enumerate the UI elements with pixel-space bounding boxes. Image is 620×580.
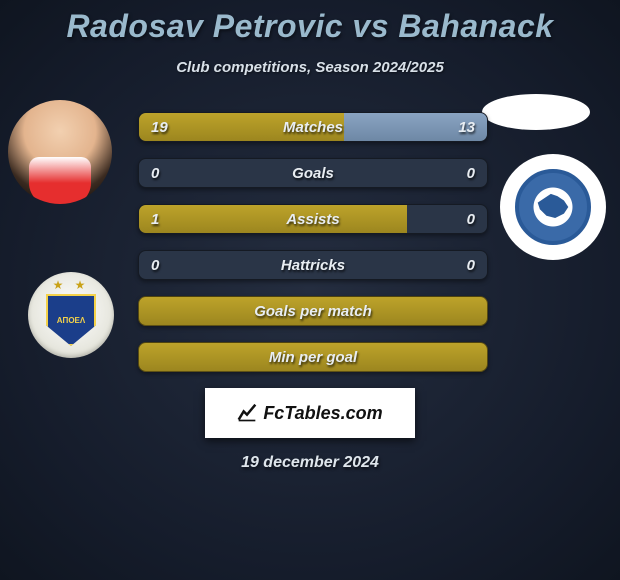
date-text: 19 december 2024: [0, 454, 620, 472]
stat-row: 10Assists: [138, 204, 488, 234]
stat-row: Goals per match: [138, 296, 488, 326]
brand-text: FcTables.com: [263, 403, 382, 424]
stat-label: Goals per match: [139, 297, 487, 325]
club-badge-left-shield: ΑΠΟΕΛ: [46, 294, 96, 346]
brand-chart-icon: [237, 403, 257, 423]
stat-row: 1913Matches: [138, 112, 488, 142]
stat-label: Matches: [139, 113, 487, 141]
stat-label: Hattricks: [139, 251, 487, 279]
stat-label: Goals: [139, 159, 487, 187]
club-badge-left: ΑΠΟΕΛ: [28, 272, 114, 358]
subtitle: Club competitions, Season 2024/2025: [0, 59, 620, 76]
player-left-face: [8, 100, 112, 204]
player-right-placeholder: [482, 94, 590, 130]
page-title: Radosav Petrovic vs Bahanack: [0, 0, 620, 45]
stat-label: Min per goal: [139, 343, 487, 371]
player-right-avatar: [482, 94, 590, 130]
player-left-avatar: [8, 100, 112, 204]
club-badge-right-inner: [515, 169, 591, 245]
brand-box: FcTables.com: [205, 388, 415, 438]
club-badge-right: [500, 154, 606, 260]
stat-bars: 1913Matches 00Goals 10Assists 00Hattricks Go…: [138, 112, 488, 388]
stat-label: Assists: [139, 205, 487, 233]
stat-row: 00Hattricks: [138, 250, 488, 280]
stat-row: 00Goals: [138, 158, 488, 188]
stat-row: Min per goal: [138, 342, 488, 372]
